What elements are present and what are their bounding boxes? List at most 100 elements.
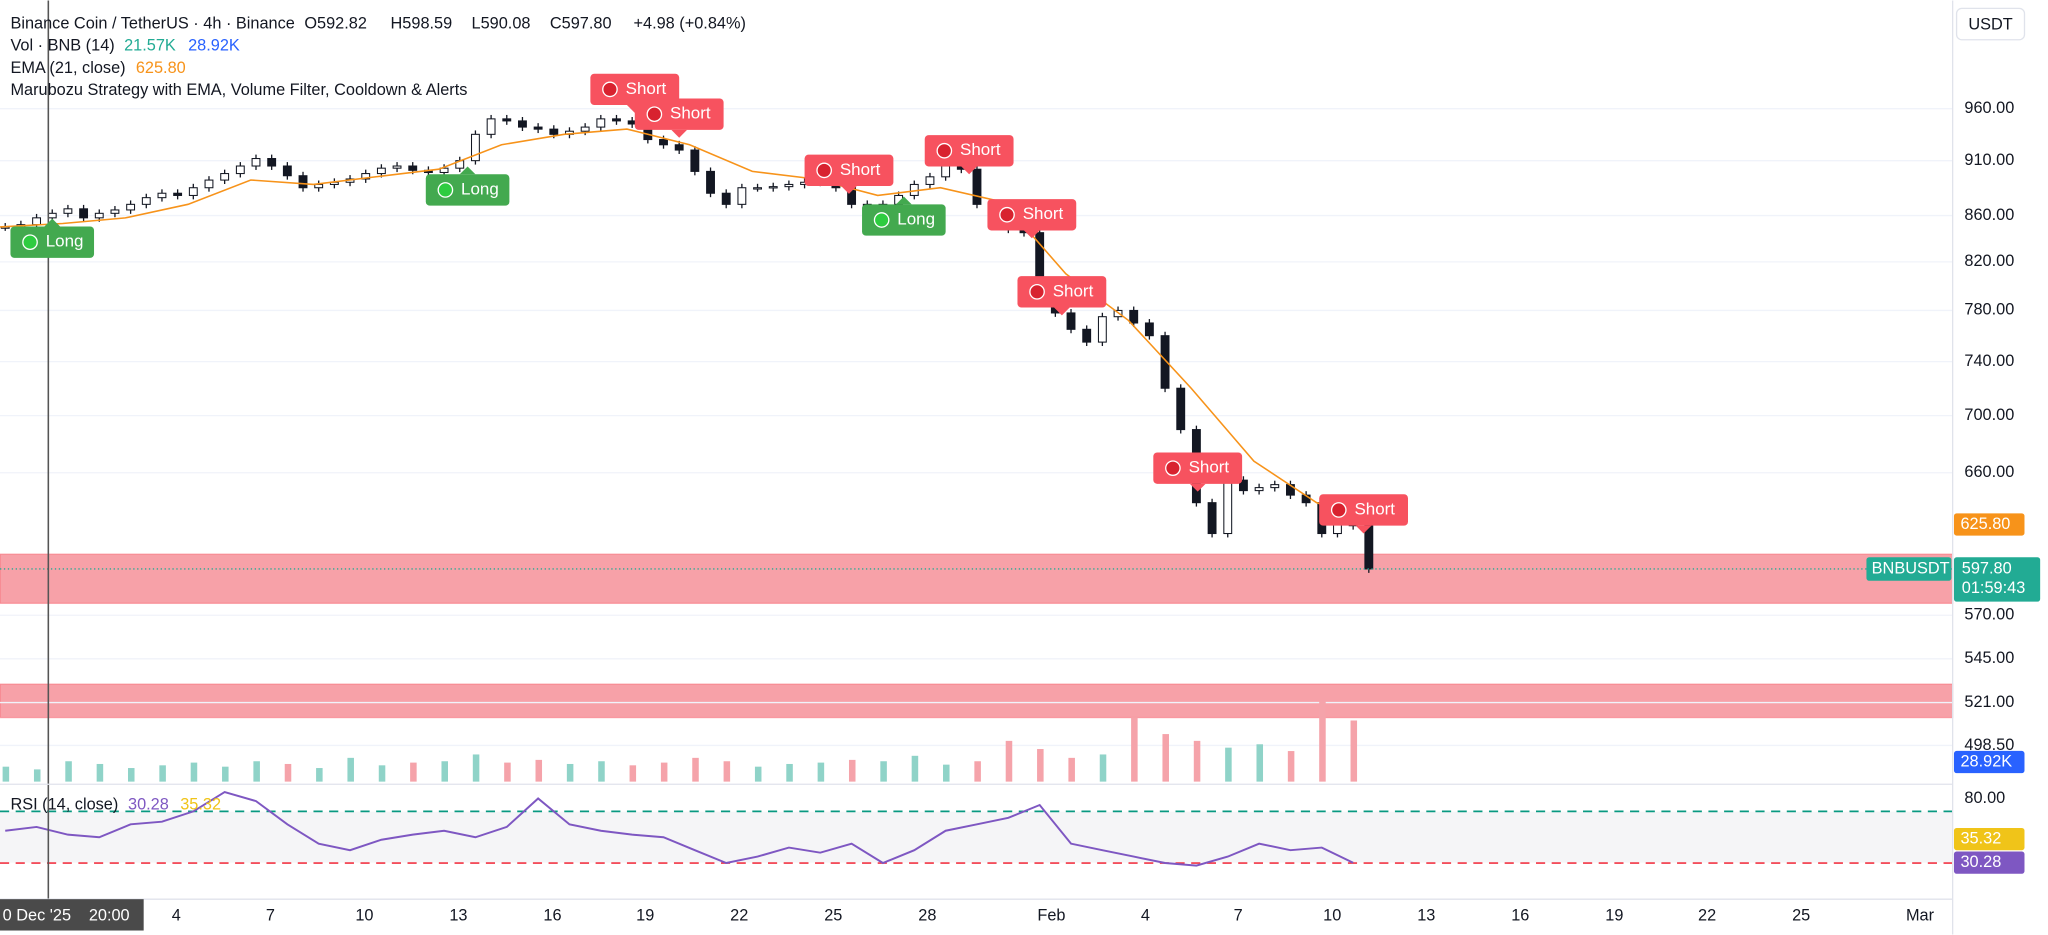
candle bbox=[1129, 309, 1139, 324]
volume-bar bbox=[33, 769, 41, 782]
candle bbox=[1176, 387, 1186, 431]
volume-bar bbox=[96, 763, 104, 782]
volume-bar bbox=[2, 766, 10, 782]
volume-bar bbox=[566, 763, 574, 782]
volume-bar bbox=[786, 763, 793, 782]
signal-box bbox=[590, 73, 680, 106]
signal-text: Long bbox=[461, 179, 499, 198]
volume-bar bbox=[159, 765, 166, 782]
volume-bar bbox=[817, 762, 825, 782]
candle bbox=[1270, 484, 1280, 489]
rsi-ma-tag: 35.32 bbox=[1960, 829, 2001, 847]
candle bbox=[502, 118, 512, 122]
signal-text: Long bbox=[46, 232, 84, 251]
signal-text: Long bbox=[897, 209, 935, 228]
volume-bar bbox=[911, 755, 919, 782]
volume-ma: 28.92K bbox=[188, 37, 240, 55]
signal-icon bbox=[602, 81, 618, 98]
ohlc-close: C597.80 bbox=[550, 14, 612, 32]
time-tick-label: 22 bbox=[730, 906, 748, 924]
crosshair-date: 0 Dec '25 bbox=[3, 906, 71, 924]
currency[interactable]: USDT bbox=[1968, 16, 2012, 34]
volume-bar bbox=[441, 761, 448, 782]
signal-icon bbox=[1029, 283, 1045, 300]
volume-bar bbox=[347, 757, 354, 782]
time-tick-label: 25 bbox=[824, 906, 842, 924]
volume-bar bbox=[1350, 720, 1358, 782]
rsi-band bbox=[0, 811, 1953, 863]
candle bbox=[220, 173, 230, 181]
signal-box bbox=[1017, 276, 1107, 308]
volume-bar bbox=[1193, 740, 1201, 782]
time-tick-label: 7 bbox=[266, 906, 275, 924]
volume-bar bbox=[190, 762, 198, 782]
candle bbox=[1207, 502, 1217, 535]
volume-bar bbox=[754, 766, 762, 782]
candle bbox=[32, 217, 42, 226]
time-tick-label: 10 bbox=[1323, 906, 1341, 924]
signal-text: Short bbox=[840, 160, 881, 179]
signal-pointer bbox=[896, 196, 912, 205]
symbol-tag: BNBUSDT bbox=[1872, 559, 1950, 577]
volume-bar bbox=[629, 765, 637, 782]
time-tick-label: 16 bbox=[543, 906, 561, 924]
price-tick-label: 545.00 bbox=[1964, 649, 2014, 667]
price-tick-label: 740.00 bbox=[1964, 352, 2014, 370]
volume-tag-box bbox=[1953, 750, 2025, 774]
rsi-title: RSI (14, close) bbox=[10, 795, 118, 813]
candle bbox=[721, 192, 731, 205]
volume-bar bbox=[1131, 717, 1138, 782]
candle bbox=[298, 175, 308, 189]
currency-button[interactable] bbox=[1955, 7, 2026, 41]
signal-pointer bbox=[1024, 230, 1040, 239]
signal-icon bbox=[936, 142, 953, 159]
signal-pointer bbox=[1355, 525, 1372, 534]
signal-label: Short bbox=[1319, 494, 1408, 534]
signal-label: Long bbox=[425, 166, 510, 206]
rsi-tick-label: 80.00 bbox=[1964, 789, 2005, 807]
candle bbox=[1223, 479, 1233, 535]
ema-line bbox=[0, 128, 1380, 526]
candle bbox=[235, 165, 245, 175]
rsi-ma: 35.32 bbox=[180, 795, 221, 813]
volume-bar bbox=[504, 762, 511, 782]
volume-bar bbox=[974, 761, 981, 782]
signal-text: Short bbox=[626, 79, 667, 98]
volume-bar bbox=[943, 764, 950, 782]
signal-box bbox=[924, 135, 1014, 167]
rsi-ma-tag-box bbox=[1953, 827, 2025, 851]
signal-text: Short bbox=[1189, 458, 1230, 477]
signal-text: Short bbox=[1354, 499, 1395, 518]
candle bbox=[1066, 312, 1076, 330]
time-tick-label: 19 bbox=[636, 906, 654, 924]
candle bbox=[392, 165, 402, 169]
ohlc-high: H598.59 bbox=[391, 14, 453, 32]
signal-icon bbox=[1330, 502, 1347, 518]
candle bbox=[126, 203, 136, 211]
volume-bar bbox=[1287, 751, 1295, 782]
candle bbox=[612, 118, 621, 122]
time-tick-label: 10 bbox=[355, 906, 373, 924]
candle bbox=[706, 170, 715, 194]
candle bbox=[941, 165, 951, 178]
signal-icon bbox=[873, 212, 890, 228]
volume-bar bbox=[472, 754, 480, 782]
signal-icon bbox=[816, 162, 832, 179]
signal-box bbox=[634, 98, 724, 130]
candle bbox=[737, 187, 747, 205]
candle bbox=[63, 208, 73, 214]
candle bbox=[486, 118, 496, 135]
time-tick-label: 19 bbox=[1605, 906, 1623, 924]
rsi-value: 30.28 bbox=[128, 795, 169, 813]
volume-bar bbox=[598, 761, 605, 782]
last-price: 597.80 bbox=[1962, 559, 2012, 577]
signal-box bbox=[1153, 452, 1243, 484]
volume-value: 21.57K bbox=[124, 37, 176, 55]
signal-label: Short bbox=[987, 199, 1077, 239]
time-tick-label: 13 bbox=[1417, 906, 1435, 924]
volume-bar bbox=[378, 765, 386, 782]
volume-bar bbox=[284, 763, 292, 782]
candle bbox=[376, 167, 386, 175]
volume-bar bbox=[692, 757, 699, 782]
